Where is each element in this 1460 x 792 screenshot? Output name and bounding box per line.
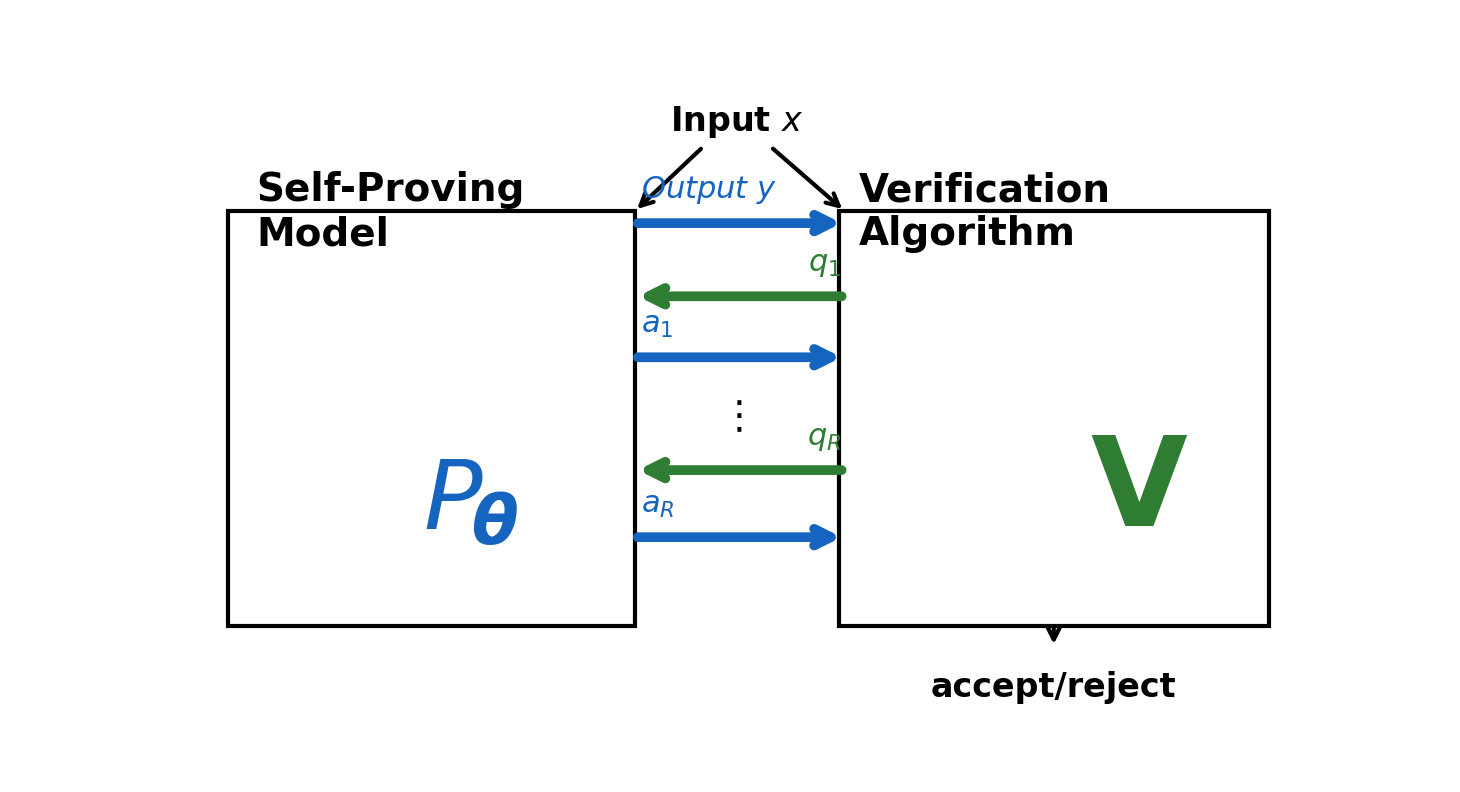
Text: $q_1$: $q_1$ xyxy=(807,250,841,280)
Text: $q_R$: $q_R$ xyxy=(807,424,841,453)
Bar xyxy=(228,211,635,626)
Text: Output $y$: Output $y$ xyxy=(641,174,777,206)
Text: $a_R$: $a_R$ xyxy=(641,491,675,520)
Text: $\mathbf{V}$: $\mathbf{V}$ xyxy=(1089,431,1187,552)
Text: accept/reject: accept/reject xyxy=(931,672,1177,704)
Text: Verification
Algorithm: Verification Algorithm xyxy=(858,171,1111,253)
Text: $a_1$: $a_1$ xyxy=(641,311,673,341)
Text: $\mathbf{\mathit{P}}_{\!\boldsymbol{\theta}}$: $\mathbf{\mathit{P}}_{\!\boldsymbol{\the… xyxy=(423,457,518,550)
Text: Self-Proving
Model: Self-Proving Model xyxy=(255,171,524,253)
Text: ⋮: ⋮ xyxy=(720,398,759,436)
Bar xyxy=(838,211,1269,626)
Text: Input $\mathit{x}$: Input $\mathit{x}$ xyxy=(670,105,803,140)
